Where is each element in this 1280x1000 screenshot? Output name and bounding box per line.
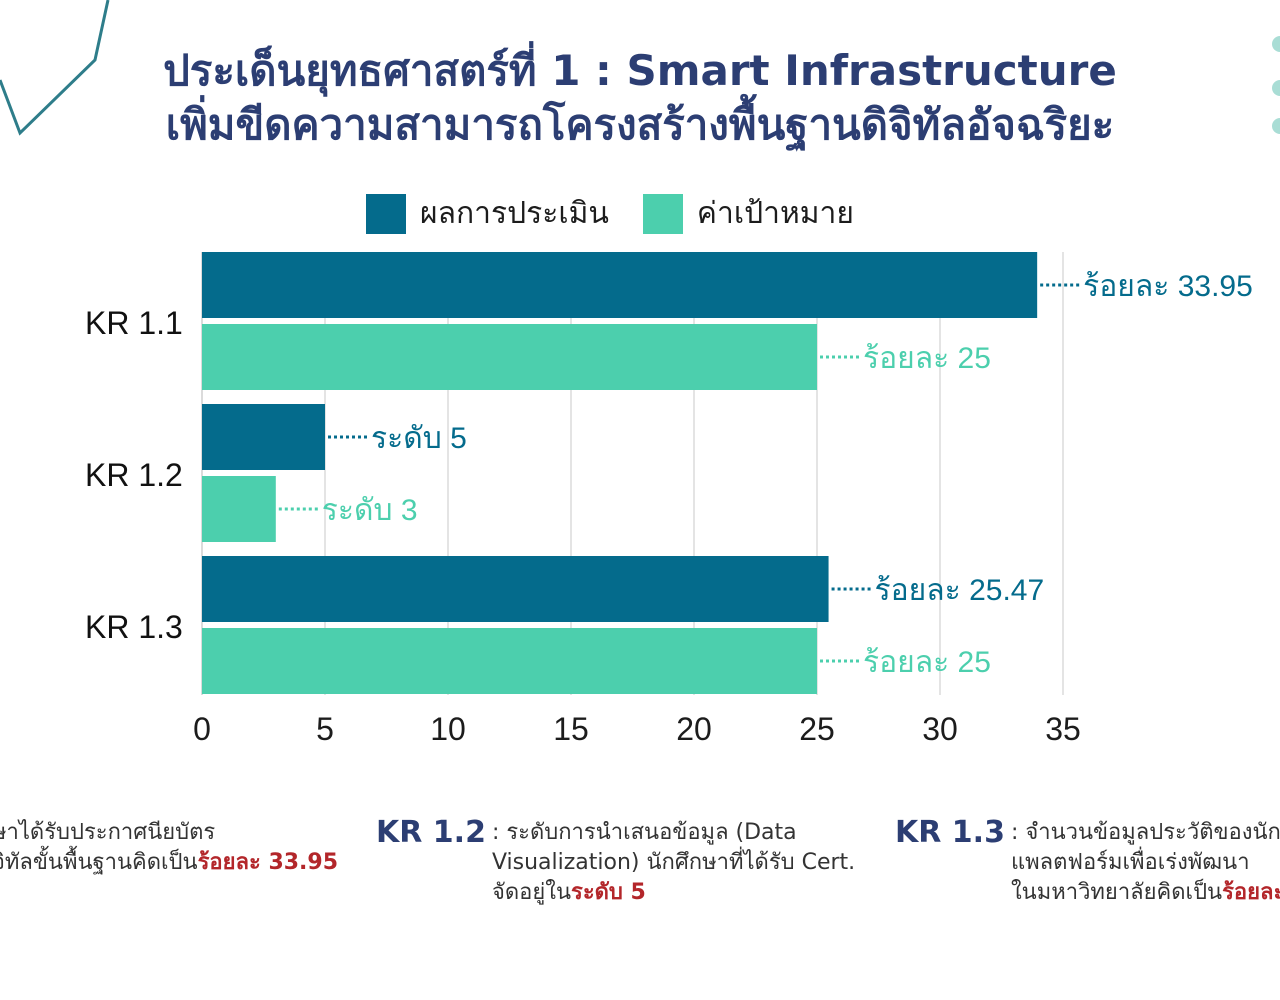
data-label: ร้อยละ 25.47 xyxy=(875,574,1045,607)
bar-target xyxy=(202,324,817,390)
note-kr13-line3: ในมหาวิทยาลัยคิดเป็นร้อยละ xyxy=(1011,878,1280,908)
x-tick-label: 10 xyxy=(430,711,466,747)
note-kr12-highlight: ระดับ 5 xyxy=(571,880,646,905)
legend-item-target: ค่าเป้าหมาย xyxy=(642,190,854,237)
note-kr11-line2: จิทัลขั้นพื้นฐานคิดเป็นร้อยละ 33.95 xyxy=(0,848,338,878)
bar-chart: 0 5 10 15 20 25 30 35 KR 1.1 ร้อยละ 33.95 ร้อยละ 2… xyxy=(85,252,1253,747)
note-kr12-line1: : ระดับการนำเสนอข้อมูล (Data xyxy=(491,820,797,845)
note-kr13-text: ในมหาวิทยาลัยคิดเป็น xyxy=(1010,880,1223,905)
x-tick-label: 0 xyxy=(193,711,211,747)
data-label: ระดับ 3 xyxy=(322,494,418,527)
chart-legend: ผลการประเมิน ค่าเป้าหมาย xyxy=(366,190,888,237)
note-kr13-highlight: ร้อยละ xyxy=(1222,880,1280,905)
note-kr11: ษาได้รับประกาศนียบัตร จิทัลขั้นพื้นฐานคิ… xyxy=(0,818,338,878)
data-label: ร้อยละ 33.95 xyxy=(1083,270,1253,303)
data-label: ร้อยละ 25 xyxy=(863,646,991,679)
x-tick-label: 15 xyxy=(553,711,589,747)
chart-title-line2: เพิ่มขีดความสามารถโครงสร้างพื้นฐานดิจิทั… xyxy=(165,100,1115,149)
chart-title-line1: ประเด็นยุทธศาสตร์ที่ 1 : Smart Infrastru… xyxy=(163,46,1117,95)
bar-result xyxy=(202,556,829,622)
x-tick-label: 5 xyxy=(316,711,334,747)
category-label: KR 1.2 xyxy=(85,457,183,493)
note-kr13-line1: : จำนวนข้อมูลประวัติของนัก xyxy=(1010,820,1280,845)
legend-swatch-target xyxy=(642,193,683,234)
category-label: KR 1.3 xyxy=(85,609,183,645)
note-kr11-line1: ษาได้รับประกาศนียบัตร xyxy=(0,820,216,845)
category-label: KR 1.1 xyxy=(85,305,183,341)
note-kr11-highlight: ร้อยละ 33.95 xyxy=(197,850,339,875)
legend-label-result: ผลการประเมิน xyxy=(420,196,609,231)
data-label: ร้อยละ 25 xyxy=(863,342,991,375)
note-kr12-line3: จัดอยู่ในระดับ 5 xyxy=(492,878,855,908)
legend-swatch-result xyxy=(366,193,406,234)
bar-target xyxy=(202,628,817,694)
legend-label-target: ค่าเป้าหมาย xyxy=(696,196,854,231)
bar-result xyxy=(202,252,1038,318)
note-kr12-text: จัดอยู่ใน xyxy=(491,880,571,905)
note-kr12-label: KR 1.2 xyxy=(376,815,486,850)
note-kr11-text: จิทัลขั้นพื้นฐานคิดเป็น xyxy=(0,850,198,875)
dots-decoration xyxy=(1272,36,1280,134)
x-tick-label: 35 xyxy=(1045,711,1081,747)
bar-result xyxy=(202,404,325,470)
x-tick-label: 25 xyxy=(799,711,835,747)
shield-decoration xyxy=(0,0,110,136)
note-kr13-label: KR 1.3 xyxy=(895,815,1005,850)
legend-item-result: ผลการประเมิน xyxy=(366,190,609,237)
x-tick-label: 20 xyxy=(676,711,712,747)
bar-target xyxy=(202,476,276,542)
note-kr12-line2: Visualization) นักศึกษาที่ได้รับ Cert. xyxy=(491,850,856,875)
note-kr12: KR 1.2 : ระดับการนำเสนอข้อมูล (Data Visu… xyxy=(376,818,855,908)
note-kr13: KR 1.3 : จำนวนข้อมูลประวัติของนัก แพลตฟอ… xyxy=(895,818,1280,908)
data-label: ระดับ 5 xyxy=(371,422,467,455)
x-tick-label: 30 xyxy=(922,711,958,747)
note-kr13-line2: แพลตฟอร์มเพื่อเร่งพัฒนา xyxy=(1010,850,1250,875)
